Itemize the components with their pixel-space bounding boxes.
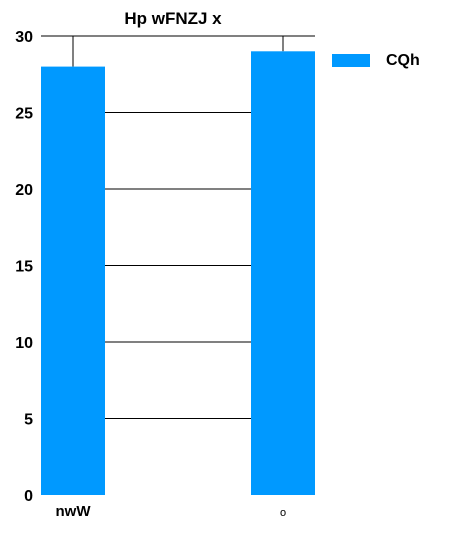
y-tick-label: 10 bbox=[15, 335, 33, 352]
bar bbox=[251, 51, 315, 496]
y-tick-label: 30 bbox=[15, 29, 33, 46]
bar bbox=[41, 66, 105, 495]
chart-title: Hp wFNZJ x bbox=[124, 9, 222, 28]
y-tick-label: 0 bbox=[24, 488, 33, 505]
y-tick-label: 15 bbox=[15, 259, 33, 276]
y-tick-label: 5 bbox=[24, 412, 33, 429]
legend-swatch bbox=[332, 54, 370, 67]
x-tick-label: o bbox=[280, 507, 286, 519]
y-tick-label: 25 bbox=[15, 106, 33, 123]
y-tick-label: 20 bbox=[15, 182, 33, 199]
legend-label: CQh bbox=[386, 52, 420, 69]
x-tick-label: nwW bbox=[56, 503, 92, 520]
